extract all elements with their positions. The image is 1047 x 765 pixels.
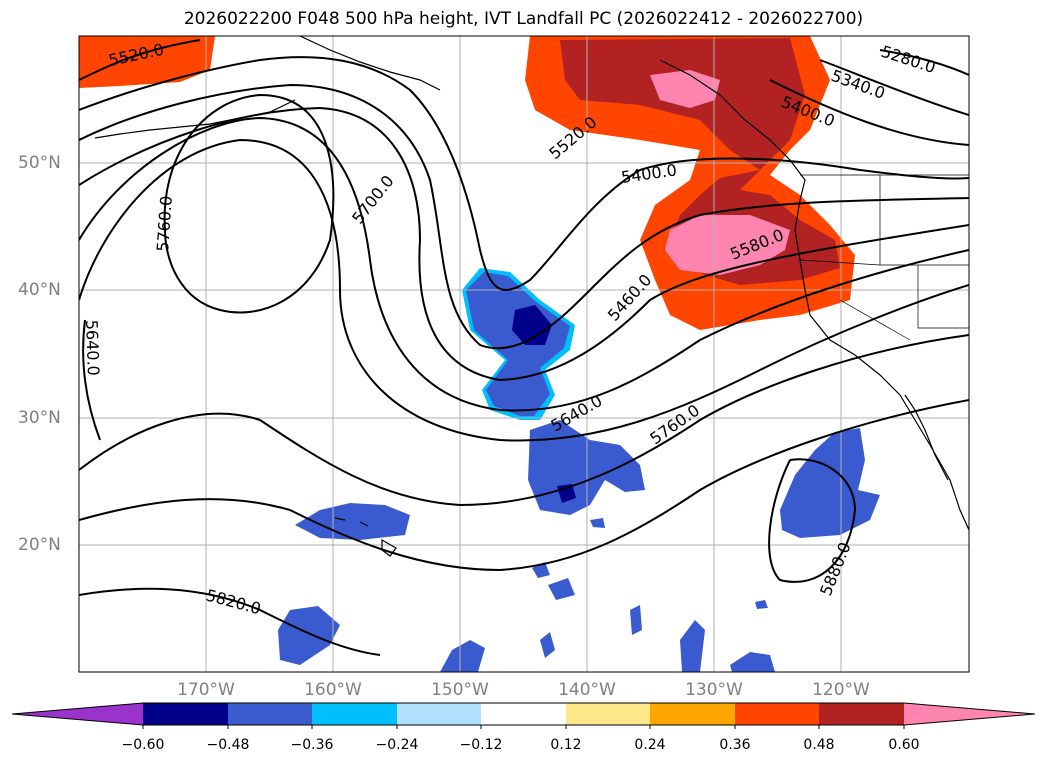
contour-5700	[79, 138, 969, 442]
colorbar-tick-label: 0.48	[803, 737, 835, 753]
positive-pc-fill	[79, 36, 855, 330]
contour-5640	[79, 116, 969, 412]
contour-label: 5760.0	[153, 195, 176, 252]
fill-royal-southwest	[278, 606, 340, 665]
contour-5400-northeast	[769, 79, 969, 146]
height-contours	[79, 39, 969, 656]
fill-royal-blob-7	[755, 600, 768, 609]
contour-5520-northwest	[79, 39, 201, 81]
fill-royal-blob-6	[730, 652, 775, 672]
fill-pink-north	[650, 70, 720, 108]
colorbar-segment	[819, 703, 904, 725]
fill-pink-central	[665, 215, 790, 275]
lat-label-20n: 20°N	[18, 535, 61, 555]
colorbar-extend-low	[12, 703, 143, 725]
colorbar-segment	[397, 703, 481, 725]
contour-5760-south	[79, 334, 969, 507]
contour-5820	[79, 399, 969, 572]
gridlines	[79, 36, 969, 672]
colorbar-tick-label: −0.60	[121, 737, 165, 753]
lon-label-120w: 120°W	[812, 680, 870, 700]
contour-5340	[819, 59, 969, 116]
contour-5880	[79, 458, 857, 656]
contour-5280	[879, 49, 969, 76]
fill-royal-blob-1	[440, 640, 485, 672]
fill-royal-blob-5	[680, 620, 705, 672]
contour-5760-ridge	[163, 93, 335, 314]
baja-california-coast	[904, 394, 949, 481]
fill-royal-blob-3	[540, 632, 555, 658]
contour-5640-west	[82, 319, 101, 441]
lon-label-150w: 150°W	[431, 680, 489, 700]
colorbar	[11, 702, 1036, 729]
lon-label-140w: 140°W	[558, 680, 616, 700]
contour-5460	[79, 83, 969, 350]
colorbar-tick-label: −0.48	[206, 737, 250, 753]
us-state-borders	[799, 174, 969, 341]
colorbar-segment	[143, 703, 228, 725]
lon-label-170w: 170°W	[177, 680, 235, 700]
colorbar-tick-label: 0.36	[719, 737, 751, 753]
lat-label-30n: 30°N	[18, 408, 61, 428]
contour-5520-trough	[79, 56, 969, 291]
alaska-southwest-coast	[299, 36, 441, 91]
fill-royal-hawaii	[295, 503, 410, 540]
lon-label-160w: 160°W	[304, 680, 362, 700]
colorbar-tick-label: 0.12	[550, 737, 582, 753]
colorbar-tick-label: −0.36	[290, 737, 334, 753]
fill-navy-central	[512, 305, 552, 345]
fill-royal-blob-8	[590, 518, 605, 528]
map-frame	[78, 35, 970, 673]
contour-label: 5640.0	[82, 319, 103, 376]
colorbar-tick-label: 0.60	[888, 737, 920, 753]
colorbar-segment	[312, 703, 397, 725]
colorbar-extend-high	[904, 703, 1035, 725]
north-america-coast	[659, 59, 969, 531]
colorbar-tick-label: −0.24	[375, 737, 419, 753]
colorbar-tick-label: −0.12	[459, 737, 503, 753]
lon-label-130w: 130°W	[685, 680, 743, 700]
colorbar-segment	[735, 703, 819, 725]
map-plot-area: 5520.0 5520.0 5400.0 5280.0 5340.0 5400.…	[79, 36, 969, 672]
colorbar-segment	[228, 703, 312, 725]
fill-royal-blob-4	[630, 605, 642, 635]
map-title: 2026022200 F048 500 hPa height, IVT Land…	[183, 9, 864, 29]
colorbar-segment	[650, 703, 735, 725]
colorbar-segment	[566, 703, 650, 725]
colorbar-tick-label: 0.24	[634, 737, 666, 753]
colorbar-segment	[481, 703, 566, 725]
fill-royal-blob-2	[548, 578, 575, 600]
hawaii-islands	[334, 517, 397, 557]
contour-5580	[79, 106, 969, 382]
lat-label-50n: 50°N	[18, 153, 61, 173]
lat-label-40n: 40°N	[18, 280, 61, 300]
fill-orangered-northwest	[79, 36, 215, 88]
